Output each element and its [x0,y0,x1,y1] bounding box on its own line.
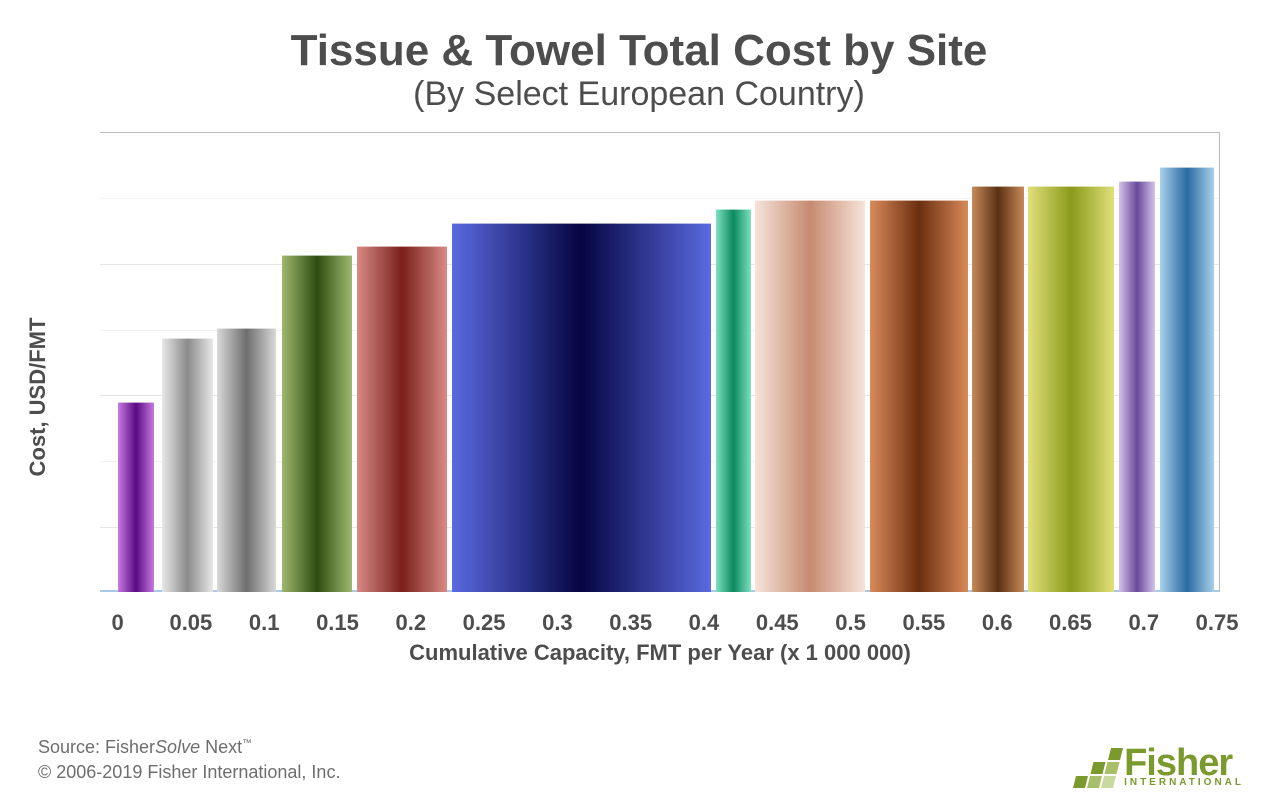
logo-square [1108,748,1123,760]
x-tick-label: 0.75 [1196,610,1239,636]
x-tick-label: 0.6 [982,610,1013,636]
source-prefix: Source: Fisher [38,737,155,757]
logo-square [1105,762,1120,774]
x-tick-label: 0.55 [902,610,945,636]
logo-square [1094,748,1109,760]
copyright-line: © 2006-2019 Fisher International, Inc. [38,760,340,784]
chart-subtitle: (By Select European Country) [0,76,1278,113]
x-tick-label: 0.2 [395,610,426,636]
bar [1028,186,1114,592]
fisher-logo: Fisher INTERNATIONAL [1078,748,1244,788]
logo-square [1091,762,1106,774]
logo-square [1087,776,1102,788]
bar [162,338,213,592]
x-tick-label: 0.7 [1128,610,1159,636]
x-tick-label: 0.4 [689,610,720,636]
bar [217,328,276,591]
logo-square [1101,776,1116,788]
x-tick-label: 0.65 [1049,610,1092,636]
logo-square [1080,748,1095,760]
logo-square [1077,762,1092,774]
bar [118,402,155,592]
bar [870,200,968,592]
trademark-icon: ™ [242,738,252,749]
bar [1119,181,1156,591]
x-tick-label: 0.15 [316,610,359,636]
chart-area: Cost, USD/FMT Cumulative Capacity, FMT p… [100,132,1238,662]
source-line: Source: FisherSolve Next™ [38,735,340,759]
bar [452,223,711,592]
x-tick-label: 0.3 [542,610,573,636]
bar [282,255,352,592]
bar [1160,167,1214,591]
bar [755,200,865,592]
logo-brand: Fisher [1124,748,1244,779]
x-tick-label: 0.1 [249,610,280,636]
x-tick-label: 0.5 [835,610,866,636]
x-tick-label: 0.35 [609,610,652,636]
fisher-logo-icon [1073,748,1123,788]
bar [357,246,448,592]
x-axis: Cumulative Capacity, FMT per Year (x 1 0… [100,592,1220,662]
plot-area [100,132,1220,592]
bar [716,209,751,592]
chart-title-block: Tissue & Towel Total Cost by Site (By Se… [0,0,1278,114]
source-footer: Source: FisherSolve Next™ © 2006-2019 Fi… [38,735,340,784]
x-tick-label: 0.05 [169,610,212,636]
chart-title: Tissue & Towel Total Cost by Site [0,28,1278,74]
x-tick-label: 0.25 [463,610,506,636]
logo-sub: INTERNATIONAL [1124,779,1244,787]
logo-square [1073,776,1088,788]
fisher-logo-text: Fisher INTERNATIONAL [1124,748,1244,787]
x-tick-label: 0.45 [756,610,799,636]
source-suffix: Next [200,737,242,757]
source-italic: Solve [155,737,200,757]
y-axis-title: Cost, USD/FMT [25,317,51,476]
x-axis-title: Cumulative Capacity, FMT per Year (x 1 0… [409,640,911,666]
bar [972,186,1023,592]
x-tick-label: 0 [111,610,123,636]
